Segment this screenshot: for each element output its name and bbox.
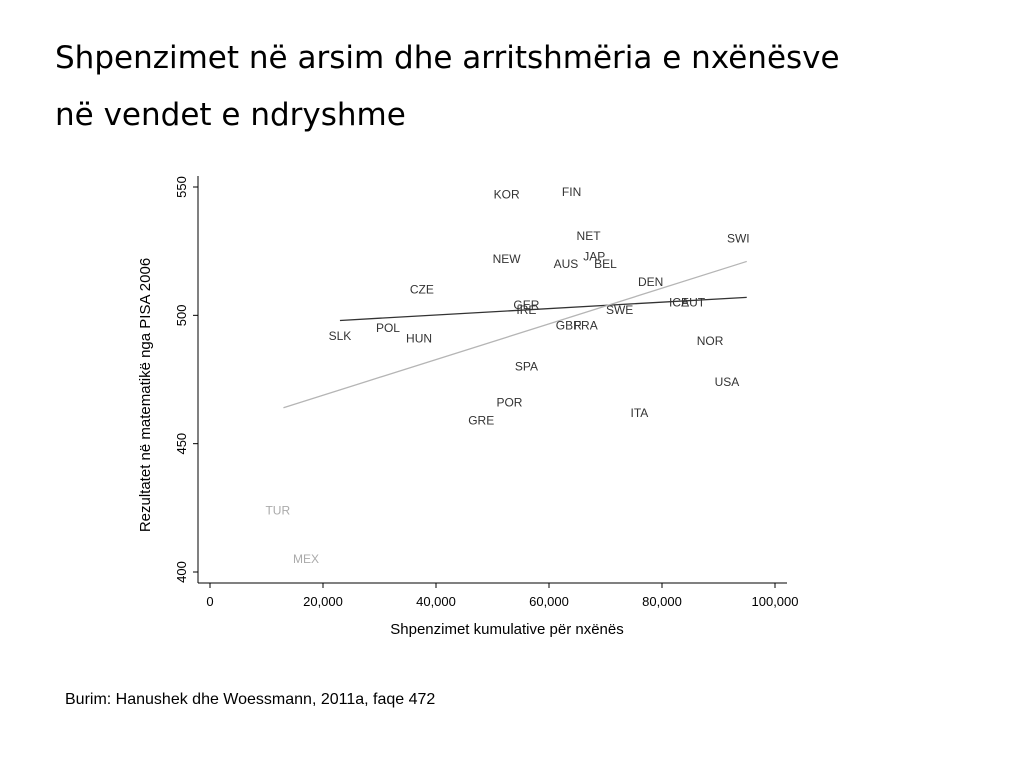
data-point-ire: IRE: [516, 303, 536, 317]
chart-axes: 0 20,000 40,000 60,000 80,000 100,000 400 450 50…: [174, 176, 799, 609]
fit-line: [283, 260, 747, 409]
x-tick-label: 40,000: [416, 594, 456, 609]
fit-line: [339, 296, 747, 322]
x-tick-label: 60,000: [529, 594, 569, 609]
data-point-ger: GER: [513, 298, 539, 312]
data-point-usa: USA: [715, 375, 740, 389]
slide-title: Shpenzimet në arsim dhe arritshmëria e n…: [55, 30, 995, 144]
data-point-hun: HUN: [406, 331, 432, 345]
data-point-por: POR: [496, 396, 522, 410]
data-point-new: NEW: [493, 252, 522, 266]
x-tick-label: 20,000: [303, 594, 343, 609]
x-axis-title: Shpenzimet kumulative për nxënës: [390, 621, 623, 638]
data-point-den: DEN: [638, 275, 663, 289]
data-point-ita: ITA: [631, 406, 649, 420]
slide-title-line-2: në vendet e ndryshme: [55, 97, 406, 133]
y-tick-label: 500: [174, 304, 189, 326]
data-point-swi: SWI: [727, 231, 750, 245]
data-point-aus: AUS: [554, 257, 579, 271]
data-point-pol: POL: [376, 321, 400, 335]
data-point-mex: MEX: [293, 552, 319, 566]
y-tick-label: 550: [174, 176, 189, 198]
slide-title-line-1: Shpenzimet në arsim dhe arritshmëria e n…: [55, 40, 840, 76]
x-tick-label: 0: [206, 594, 213, 609]
data-point-spa: SPA: [515, 360, 538, 374]
data-point-tur: TUR: [265, 503, 290, 517]
y-axis-title: Rezultatet në matematikë nga PISA 2006: [137, 258, 154, 532]
data-point-swe: SWE: [606, 303, 633, 317]
data-point-gre: GRE: [468, 414, 494, 428]
data-point-bel: BEL: [594, 257, 617, 271]
data-point-fin: FIN: [562, 185, 581, 199]
x-tick-label: 100,000: [752, 594, 799, 609]
source-note: Burim: Hanushek dhe Woessmann, 2011a, fa…: [65, 691, 436, 708]
data-point-aut: AUT: [681, 296, 706, 310]
data-point-ice: ICE: [669, 296, 689, 310]
data-point-kor: KOR: [494, 188, 520, 202]
data-point-gbr: GBR: [556, 319, 582, 333]
data-point-net: NET: [577, 229, 602, 243]
data-point-fra: FRA: [574, 319, 598, 333]
data-point-jap: JAP: [583, 249, 605, 263]
data-point-cze: CZE: [410, 283, 434, 297]
x-tick-label: 80,000: [642, 594, 682, 609]
y-tick-label: 450: [174, 433, 189, 455]
data-point-nor: NOR: [697, 334, 724, 348]
y-tick-label: 400: [174, 561, 189, 583]
fit-lines: [283, 260, 747, 409]
data-point-slk: SLK: [329, 329, 352, 343]
